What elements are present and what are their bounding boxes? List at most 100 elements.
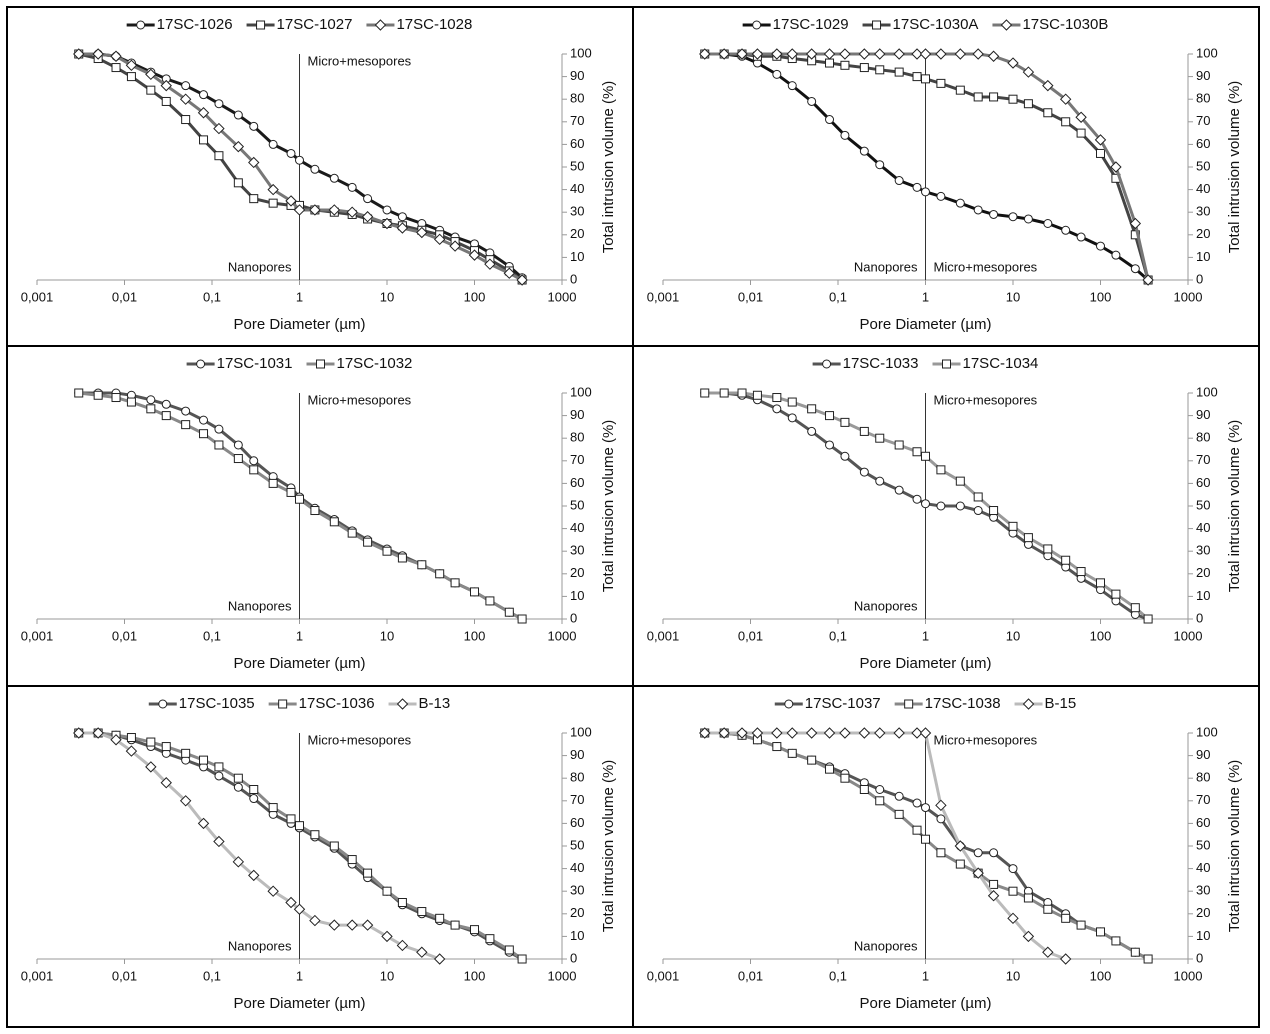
marker	[921, 451, 930, 461]
y-tick-label: 70	[1196, 792, 1210, 807]
x-tick-label: 0,01	[738, 968, 763, 983]
y-tick-label: 70	[570, 113, 584, 128]
marker	[919, 727, 932, 739]
x-tick-label: 100	[1090, 968, 1112, 983]
legend-label: 17SC-1033	[843, 355, 919, 372]
y-tick-label: 40	[570, 520, 584, 535]
legend-label: 17SC-1029	[773, 16, 849, 33]
x-tick-label: 0,001	[21, 628, 54, 643]
marker	[786, 48, 798, 60]
marker	[160, 79, 172, 92]
marker	[823, 727, 836, 739]
y-tick-label: 10	[570, 249, 584, 264]
marker	[784, 699, 794, 709]
marker	[293, 204, 306, 216]
marker	[921, 834, 930, 844]
legend: 17SC-1026 17SC-1027 17SC-1028	[126, 16, 472, 33]
marker	[771, 727, 783, 739]
marker	[840, 451, 850, 461]
y-tick-label: 100	[570, 724, 592, 739]
marker	[374, 19, 387, 31]
marker	[199, 415, 209, 425]
x-tick-label: 10	[380, 289, 394, 304]
y-tick-label: 100	[570, 384, 592, 399]
x-tick-label: 1	[296, 968, 303, 983]
marker	[894, 809, 904, 819]
marker	[249, 121, 259, 131]
marker	[181, 115, 191, 125]
legend-label: 17SC-1032	[337, 355, 413, 372]
legend-label: 17SC-1031	[217, 355, 293, 372]
micro-mesopores-label: Micro+mesopores	[934, 392, 1038, 407]
marker	[449, 240, 461, 252]
x-tick-label: 1	[922, 968, 929, 983]
x-tick-label: 1	[922, 628, 929, 643]
y-tick-label: 60	[570, 136, 584, 151]
marker	[840, 60, 850, 70]
marker	[894, 440, 904, 450]
marker	[825, 115, 835, 125]
marker	[435, 569, 445, 579]
marker	[936, 78, 946, 88]
marker	[859, 785, 869, 794]
marker	[935, 799, 947, 812]
micro-mesopores-label: Micro+mesopores	[308, 53, 412, 68]
x-tick-label: 1000	[548, 968, 577, 983]
marker	[1007, 912, 1019, 925]
marker	[699, 727, 711, 739]
marker	[295, 821, 304, 831]
y-tick-label: 10	[570, 928, 584, 943]
marker	[329, 517, 339, 527]
marker	[1129, 217, 1142, 230]
marker	[382, 205, 392, 215]
marker	[973, 506, 983, 516]
marker	[936, 814, 946, 824]
marker	[197, 817, 210, 830]
marker	[1075, 111, 1087, 123]
marker	[955, 501, 965, 511]
marker	[397, 212, 407, 222]
marker	[859, 146, 869, 156]
marker	[503, 267, 516, 279]
marker	[772, 69, 782, 79]
marker	[417, 907, 427, 917]
marker	[126, 72, 136, 82]
marker	[718, 727, 730, 739]
marker	[1022, 66, 1035, 78]
marker	[752, 20, 762, 30]
legend: 17SC-1031 17SC-1032	[186, 355, 413, 372]
marker	[160, 777, 172, 789]
marker	[1111, 589, 1121, 599]
marker	[125, 59, 138, 72]
marker	[450, 920, 460, 930]
marker	[125, 745, 138, 757]
marker	[1096, 148, 1105, 158]
marker	[286, 487, 296, 497]
marker	[397, 553, 407, 563]
marker	[936, 191, 946, 201]
marker	[310, 164, 320, 174]
marker	[921, 803, 930, 813]
x-tick-label: 100	[464, 289, 486, 304]
legend-label: 17SC-1028	[396, 16, 472, 33]
marker	[1023, 533, 1033, 543]
marker	[911, 727, 923, 739]
y-tick-label: 70	[570, 792, 584, 807]
marker	[347, 855, 357, 865]
y-tick-label: 80	[1196, 91, 1210, 106]
marker	[1096, 241, 1105, 251]
y-tick-label: 80	[570, 91, 584, 106]
legend: 17SC-1037 17SC-1038 B-15	[774, 695, 1076, 712]
marker	[954, 840, 967, 852]
x-axis-title: Pore Diameter (µm)	[860, 995, 992, 1012]
marker	[1022, 930, 1035, 943]
marker	[894, 485, 904, 495]
marker	[921, 499, 930, 509]
marker	[361, 211, 374, 223]
marker	[989, 209, 999, 219]
marker	[1130, 947, 1140, 957]
y-tick-label: 90	[570, 407, 584, 422]
nanopores-label: Nanopores	[228, 598, 292, 613]
y-axis-title: Total intrusion volume (%)	[600, 81, 617, 254]
x-tick-label: 0,1	[203, 289, 221, 304]
